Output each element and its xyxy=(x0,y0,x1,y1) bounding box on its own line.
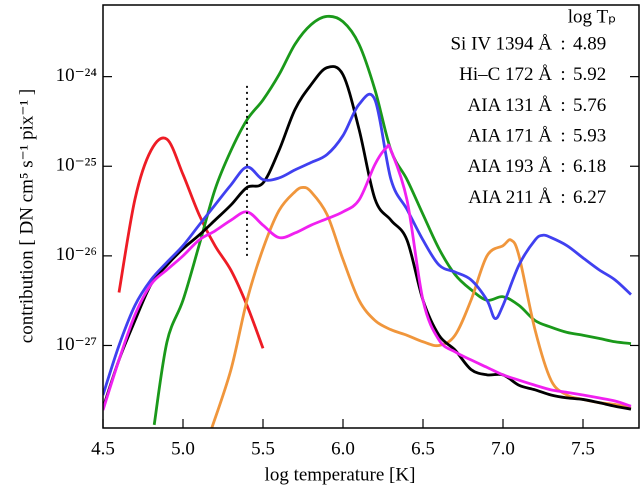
legend-value: 5.76 xyxy=(573,95,606,116)
legend-value: 6.27 xyxy=(573,187,606,208)
series-line xyxy=(103,92,632,396)
legend-separator: : xyxy=(560,33,565,54)
legend-value: 4.89 xyxy=(573,33,606,54)
plot-area xyxy=(103,14,632,428)
legend-value: 5.93 xyxy=(573,125,606,146)
legend-separator: : xyxy=(560,187,565,208)
x-tick-label: 7.0 xyxy=(491,438,515,459)
legend-name: AIA 171 Å xyxy=(468,125,553,146)
legend-name: Hi–C 172 Å xyxy=(459,64,552,85)
legend-value: 5.92 xyxy=(573,64,606,85)
x-axis-label: log temperature [K] xyxy=(265,464,416,485)
y-tick-label: 10⁻²⁴ xyxy=(56,65,98,86)
y-tick-label: 10⁻²⁵ xyxy=(56,155,97,176)
y-axis-label: contribution [ DN cm⁵ s⁻¹ pix⁻¹ ] xyxy=(16,89,37,343)
legend-title: log Tₚ xyxy=(568,6,616,27)
legend-name: AIA 211 Å xyxy=(468,187,552,208)
plot-frame xyxy=(102,4,640,429)
x-tick-label: 7.5 xyxy=(571,438,595,459)
legend-separator: : xyxy=(560,125,565,146)
series-line xyxy=(210,186,632,428)
legend-name: AIA 131 Å xyxy=(468,95,553,116)
y-tick-label: 10⁻²⁷ xyxy=(56,334,97,355)
series-line xyxy=(103,143,632,411)
legend-name: Si IV 1394 Å xyxy=(450,33,552,54)
legend-separator: : xyxy=(560,95,565,116)
x-tick-label: 5.5 xyxy=(251,438,275,459)
y-tick-label: 10⁻²⁶ xyxy=(56,244,97,265)
x-tick-label: 5.0 xyxy=(171,438,195,459)
series-line xyxy=(117,136,265,349)
x-tick-label: 6.5 xyxy=(411,438,435,459)
legend-separator: : xyxy=(560,156,565,177)
x-tick-label: 6.0 xyxy=(331,438,355,459)
legend-name: AIA 193 Å xyxy=(468,156,553,177)
legend-value: 6.18 xyxy=(573,156,606,177)
legend-separator: : xyxy=(560,64,565,85)
x-tick-label: 4.5 xyxy=(91,438,115,459)
series-line xyxy=(103,65,632,411)
